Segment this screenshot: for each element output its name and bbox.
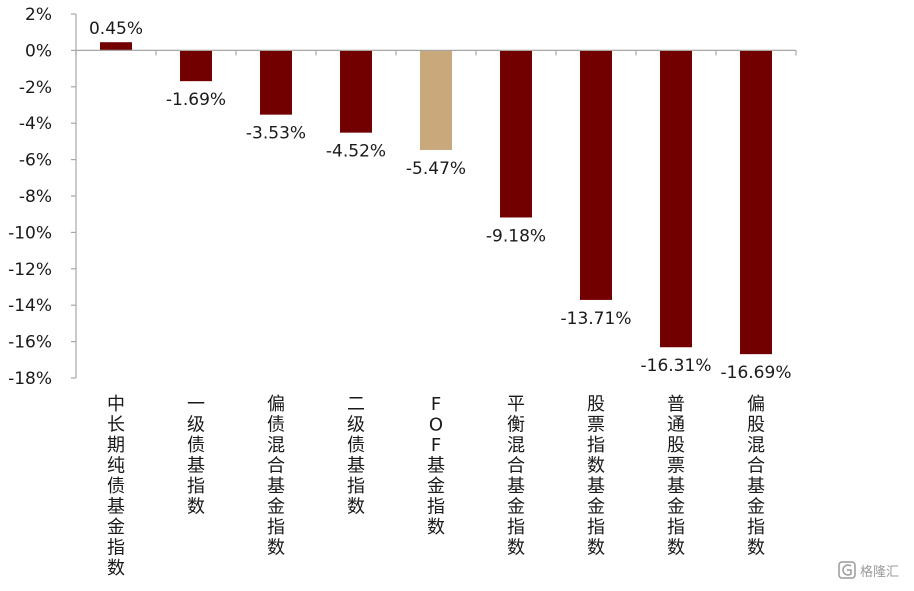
data-label: -13.71% [561,309,632,329]
watermark: 格隆汇 [838,561,899,580]
y-tick-label: -18% [8,369,52,389]
data-label: -5.47% [406,159,466,179]
data-label: -3.53% [246,124,306,144]
category-label: 中长期纯债基金指数 [107,394,125,579]
y-tick-label: 0% [25,41,52,61]
bar [740,50,772,355]
bar [180,50,212,82]
category-label: 偏股混合基金指数 [747,394,765,559]
category-label: 一级债基指数 [187,394,205,518]
bar [580,50,612,300]
category-label: 普通股票基金指数 [667,394,685,559]
y-tick-label: -10% [8,223,52,243]
category-label: F O F 基金指数 [427,394,445,538]
bar [100,42,132,51]
data-label: -16.31% [641,356,712,376]
category-label: 股票指数基金指数 [587,394,605,559]
bar [420,50,452,150]
data-label: -4.52% [326,142,386,162]
y-tick-label: -6% [19,151,52,171]
y-tick-label: 2% [25,5,52,25]
bar [260,50,292,115]
y-tick-label: -4% [19,114,52,134]
value-labels: 0.45% -1.69% -3.53% -4.52% -5.47% -9.18% -13.7… [89,19,791,383]
logo-g-icon [838,561,856,579]
y-tick-label: -12% [8,260,52,280]
bar [500,50,532,218]
y-tick-label: -2% [19,78,52,98]
category-label: 二级债基指数 [347,394,365,518]
data-label: -9.18% [486,226,546,246]
y-axis: 2% 0% -2% -4% -6% -8% -10% -12% -14% -16% -18% [8,5,77,389]
y-tick-label: -16% [8,333,52,353]
bar [340,50,372,133]
x-axis [75,49,797,56]
category-label: 平衡混合基金指数 [507,394,525,559]
y-tick-label: -14% [8,296,52,316]
category-labels: 中长期纯债基金指数 一级债基指数 偏债混合基金指数 二级债基指数 F O F 基金指数 平衡混合… [107,394,765,579]
data-label: -16.69% [721,363,792,383]
y-tick-label: -8% [19,187,52,207]
data-label: -1.69% [166,90,226,110]
bars [100,42,772,355]
bar [660,50,692,348]
category-label: 偏债混合基金指数 [267,394,285,559]
watermark-text: 格隆汇 [860,564,899,580]
data-label: 0.45% [89,19,143,39]
